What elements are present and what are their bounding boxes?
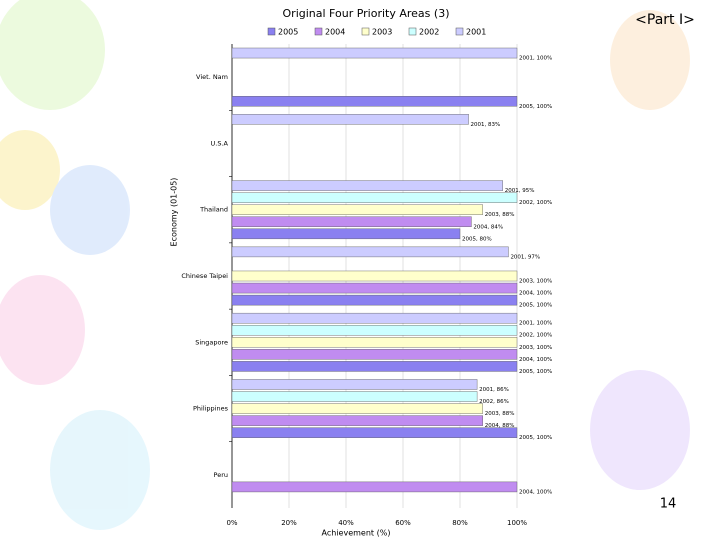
legend-swatch <box>455 27 464 36</box>
bar <box>231 349 518 360</box>
y-tick-label: Peru <box>214 471 228 479</box>
bar <box>231 415 484 426</box>
chart-title: Original Four Priority Areas (3) <box>283 7 450 20</box>
bar <box>231 114 469 125</box>
data-label: 2003, 100% <box>519 345 552 351</box>
y-tick-label: Chinese Taipei <box>181 272 228 280</box>
data-label: 2001, 97% <box>510 254 540 260</box>
data-label: 2004, 84% <box>473 224 503 230</box>
bar <box>231 481 518 493</box>
x-tick-label: 80% <box>452 519 468 527</box>
bar <box>231 204 484 215</box>
bar <box>231 361 518 372</box>
y-tick-label: Philippines <box>193 405 229 413</box>
y-tick-label: Singapore <box>195 338 228 346</box>
bar <box>231 192 518 203</box>
data-label: 2002, 100% <box>519 333 552 339</box>
x-tick-label: 40% <box>338 519 354 527</box>
bar <box>231 96 518 107</box>
data-label: 2005, 100% <box>519 369 552 375</box>
bar <box>231 228 461 240</box>
data-label: 2002, 86% <box>479 399 509 405</box>
data-label: 2005, 100% <box>519 435 552 441</box>
bar <box>231 47 518 59</box>
y-tick-label: Viet. Nam <box>196 73 228 81</box>
x-tick-label: 0% <box>226 519 237 527</box>
y-axis-title: Economy (01-05) <box>170 178 179 247</box>
legend-swatch <box>314 27 323 36</box>
bar <box>231 180 503 191</box>
data-label: 2004, 100% <box>519 489 552 495</box>
bar <box>231 325 518 336</box>
bar <box>231 391 478 402</box>
legend-label: 2002 <box>419 28 439 37</box>
data-label: 2003, 88% <box>485 212 515 218</box>
legend-swatch <box>408 27 417 36</box>
bar <box>231 246 509 258</box>
data-label: 2005, 100% <box>519 303 552 309</box>
data-label: 2002, 100% <box>519 200 552 206</box>
bar <box>231 403 484 414</box>
x-axis-title: Achievement (%) <box>322 529 391 538</box>
legend-swatch <box>361 27 370 36</box>
data-label: 2004, 100% <box>519 291 552 297</box>
part-label: <Part I> <box>635 12 695 28</box>
bar <box>231 427 518 438</box>
bar <box>231 270 518 282</box>
data-label: 2001, 95% <box>505 188 535 194</box>
x-tick-label: 20% <box>281 519 297 527</box>
data-label: 2004, 88% <box>485 423 515 429</box>
legend-label: 2003 <box>372 28 392 37</box>
data-label: 2005, 80% <box>462 236 492 242</box>
data-label: 2001, 100% <box>519 56 552 62</box>
bar <box>231 337 518 348</box>
bar <box>231 379 478 390</box>
bar <box>231 282 518 294</box>
bar <box>231 294 518 306</box>
data-label: 2003, 88% <box>485 411 515 417</box>
bar <box>231 216 472 228</box>
data-label: 2004, 100% <box>519 357 552 363</box>
x-tick-label: 100% <box>507 519 527 527</box>
data-label: 2005, 100% <box>519 104 552 110</box>
legend-label: 2004 <box>325 28 345 37</box>
legend-label: 2005 <box>278 28 298 37</box>
data-label: 2001, 100% <box>519 321 552 327</box>
data-label: 2001, 86% <box>479 387 509 393</box>
legend-label: 2001 <box>466 28 486 37</box>
y-tick-label: Thailand <box>199 206 228 214</box>
y-tick-label: U.S.A <box>211 139 229 147</box>
data-label: 2003, 100% <box>519 279 552 285</box>
page-number: 14 <box>660 497 677 512</box>
data-label: 2001, 83% <box>471 122 501 128</box>
x-tick-label: 60% <box>395 519 411 527</box>
bar <box>231 312 518 324</box>
balloon-decoration <box>0 0 690 530</box>
legend-swatch <box>267 27 276 36</box>
